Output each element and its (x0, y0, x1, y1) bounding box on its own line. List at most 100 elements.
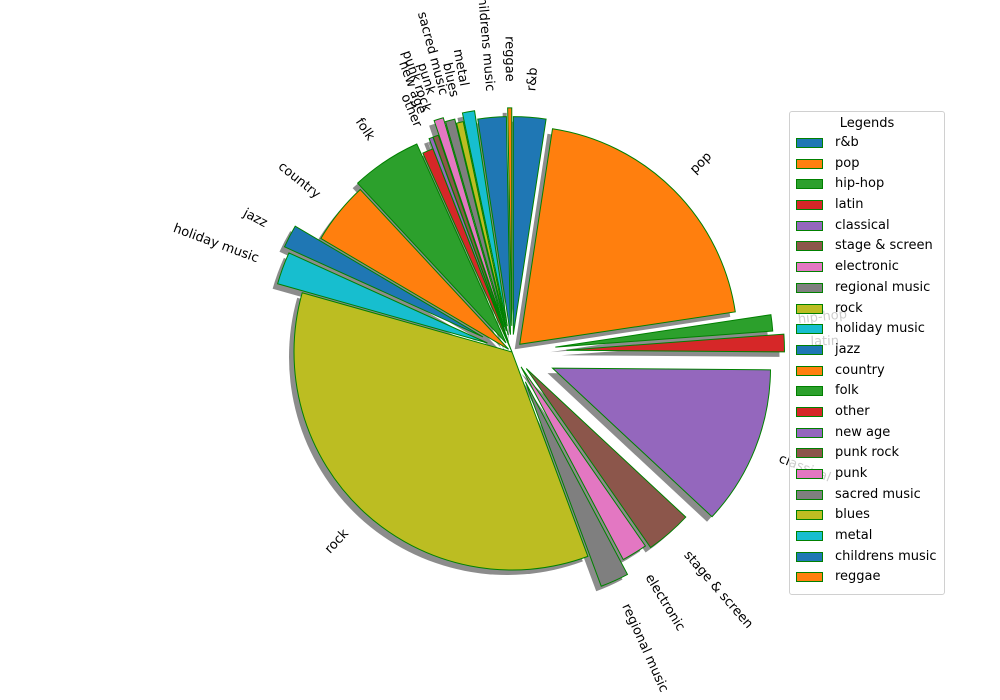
slice-punk-rock (432, 134, 509, 342)
legend-item-blues: blues (790, 505, 944, 526)
slice-label-stage-and-screen: stage & screen (680, 548, 755, 632)
slice-label-folk: folk (352, 115, 378, 143)
legend-swatch-sacred-music (796, 489, 823, 500)
slice-country (320, 188, 509, 350)
slice-punk (433, 117, 505, 328)
legend: Legends r&b pop hip-hop latin classical stage… (789, 111, 945, 595)
slice-label-jazz: jazz (240, 205, 270, 230)
legend-item-folk: folk (790, 381, 944, 402)
legend-swatch-pop (796, 158, 823, 169)
legend-label-new-age: new age (835, 424, 891, 440)
legend-swatch-folk (796, 386, 823, 397)
slice-label-childrens-music: childrens music (474, 0, 498, 92)
legend-items: r&b pop hip-hop latin classical stage & scree… (790, 133, 944, 588)
legend-item-new-age: new age (790, 423, 944, 444)
legend-label-rock: rock (835, 300, 863, 316)
legend-item-jazz: jazz (790, 340, 944, 361)
slice-label-regional-music: regional music (618, 602, 671, 695)
legend-swatch-rock (796, 303, 823, 314)
legend-label-classical: classical (835, 217, 890, 233)
legend-item-sacred-music: sacred music (790, 485, 944, 506)
legend-item-country: country (790, 361, 944, 382)
slice-label-reggae: reggae (502, 36, 517, 82)
legend-swatch-electronic (796, 262, 823, 273)
slice-reggae (507, 107, 513, 326)
legend-swatch-blues (796, 510, 823, 521)
slice-label-holiday-music: holiday music (171, 221, 261, 266)
legend-swatch-hip-hop (796, 179, 823, 190)
slice-label-country: country (275, 159, 323, 202)
legend-label-hip-hop: hip-hop (835, 176, 885, 192)
legend-label-folk: folk (835, 383, 859, 399)
legend-item-other: other (790, 402, 944, 423)
legend-item-punk-rock: punk rock (790, 443, 944, 464)
legend-label-randb: r&b (835, 135, 859, 150)
slice-jazz (283, 225, 484, 338)
legend-swatch-punk (796, 469, 823, 479)
legend-swatch-holiday-music (796, 324, 823, 335)
legend-label-metal: metal (835, 528, 873, 544)
legend-item-latin: latin (790, 195, 944, 216)
legend-swatch-reggae (796, 572, 823, 583)
legend-swatch-classical (796, 220, 823, 231)
legend-swatch-metal (796, 531, 823, 542)
legend-label-sacred-music: sacred music (835, 486, 921, 502)
legend-swatch-regional-music (796, 282, 823, 293)
slice-label-metal: metal (450, 48, 471, 87)
slice-electronic (520, 366, 647, 561)
legend-item-stage-and-screen: stage & screen (790, 236, 944, 257)
legend-item-randb: r&b (790, 133, 944, 154)
slice-classical (551, 367, 772, 518)
legend-label-pop: pop (835, 155, 860, 171)
legend-swatch-stage-and-screen (796, 241, 823, 252)
legend-label-punk: punk (835, 466, 868, 481)
slice-folk (356, 143, 507, 344)
legend-label-electronic: electronic (835, 259, 899, 275)
legend-item-metal: metal (790, 526, 944, 547)
legend-label-regional-music: regional music (835, 279, 931, 295)
legend-swatch-punk-rock (796, 448, 823, 459)
pie-slices (277, 107, 785, 587)
legend-label-punk-rock: punk rock (835, 445, 900, 461)
legend-swatch-latin (796, 200, 823, 211)
slice-childrens-music (477, 116, 512, 335)
legend-label-jazz: jazz (835, 341, 861, 357)
slice-regional-music (524, 381, 629, 587)
slice-hip-hop (555, 314, 774, 348)
legend-label-holiday-music: holiday music (835, 321, 925, 337)
legend-swatch-new-age (796, 427, 823, 438)
slice-randb (512, 116, 547, 335)
legend-title: Legends (839, 116, 895, 131)
legend-swatch-jazz (796, 344, 823, 355)
legend-label-stage-and-screen: stage & screen (835, 238, 933, 254)
slice-blues (455, 121, 509, 336)
slice-sacred-music (444, 118, 507, 332)
legend-swatch-childrens-music (796, 551, 823, 562)
legend-label-latin: latin (835, 197, 864, 213)
legend-item-hip-hop: hip-hop (790, 174, 944, 195)
legend-label-reggae: reggae (835, 569, 881, 585)
legend-item-classical: classical (790, 216, 944, 237)
slice-label-rock: rock (322, 526, 352, 557)
legend-item-holiday-music: holiday music (790, 319, 944, 340)
legend-swatch-country (796, 365, 823, 376)
slice-holiday-music (277, 252, 488, 344)
legend-label-childrens-music: childrens music (835, 548, 937, 564)
legend-label-country: country (835, 362, 885, 378)
legend-item-pop: pop (790, 154, 944, 175)
slice-latin (566, 333, 785, 353)
legend-item-electronic: electronic (790, 257, 944, 278)
slice-pop (519, 128, 736, 345)
slice-stage-and-screen (525, 368, 687, 549)
legend-item-rock: rock (790, 299, 944, 320)
legend-swatch-randb (796, 138, 823, 148)
slice-label-electronic: electronic (642, 572, 688, 634)
legend-item-regional-music: regional music (790, 278, 944, 299)
legend-item-reggae: reggae (790, 567, 944, 588)
slice-rock (293, 292, 589, 571)
slice-label-pop: pop (687, 149, 715, 177)
legend-label-other: other (835, 403, 870, 419)
slice-label-randb: r&b (524, 67, 541, 92)
legend-swatch-other (796, 406, 823, 417)
